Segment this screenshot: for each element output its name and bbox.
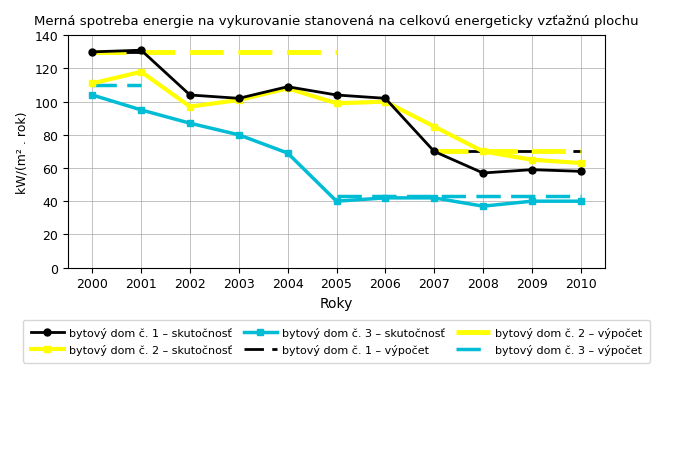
X-axis label: Roky: Roky (320, 296, 353, 310)
Legend: bytový dom č. 1 – skutočnosť, bytový dom č. 2 – skutočnosť, bytový dom č. 3 – sk: bytový dom č. 1 – skutočnosť, bytový dom… (23, 320, 650, 363)
Title: Merná spotreba energie na vykurovanie stanovená na celkovú energeticky vzťažnú p: Merná spotreba energie na vykurovanie st… (34, 15, 639, 28)
Y-axis label: kW/(m² . rok): kW/(m² . rok) (15, 111, 29, 193)
